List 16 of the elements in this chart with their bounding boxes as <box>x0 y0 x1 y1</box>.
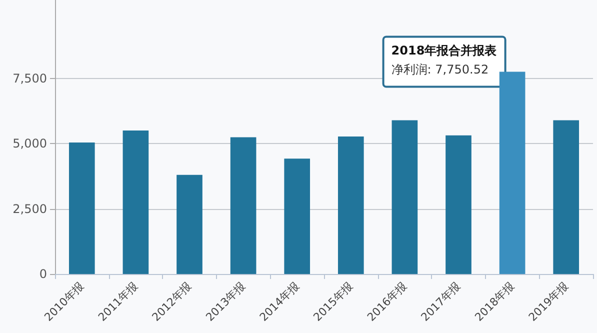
y-tick-label: 7,500 <box>12 71 47 86</box>
bar <box>553 120 580 274</box>
y-tick-label: 0 <box>39 267 47 281</box>
bar <box>68 142 95 274</box>
bar <box>446 135 472 274</box>
bar <box>176 174 202 274</box>
y-tick-label: 2,500 <box>12 202 47 216</box>
y-tick-label: 5,000 <box>12 136 47 151</box>
bar <box>338 136 364 274</box>
bar <box>392 120 418 274</box>
bar <box>122 130 149 274</box>
annotation: 2018年报合并报表 <box>391 44 498 58</box>
bar <box>284 158 310 274</box>
bar <box>230 137 256 274</box>
annotation: 净利润: 7,750.52 <box>391 62 489 77</box>
bar <box>499 72 526 274</box>
